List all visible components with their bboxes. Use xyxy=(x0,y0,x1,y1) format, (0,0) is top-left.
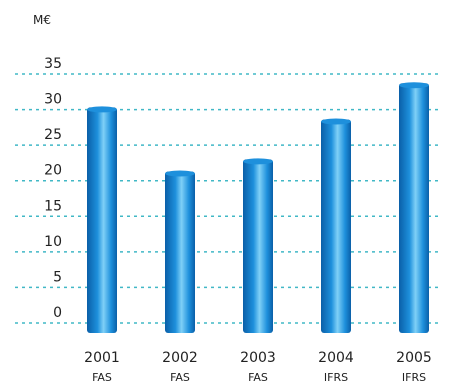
y-tick-label: 15 xyxy=(44,198,62,214)
x-category-label: 2005 xyxy=(396,350,432,366)
bar-2004 xyxy=(321,119,351,333)
x-category-sublabel: IFRS xyxy=(324,371,348,384)
y-tick-label: 25 xyxy=(44,127,62,143)
bar-cap xyxy=(87,106,117,113)
y-tick-label: 30 xyxy=(44,92,62,108)
x-category-sublabel: IFRS xyxy=(402,371,426,384)
y-tick-label: 10 xyxy=(44,234,62,250)
bars xyxy=(87,82,429,334)
y-tick-label: 20 xyxy=(44,163,62,179)
bar-2001 xyxy=(87,107,117,334)
bar-2003 xyxy=(243,159,273,333)
x-category-label: 2004 xyxy=(318,350,354,366)
gridlines xyxy=(15,73,440,324)
x-category-sublabel: FAS xyxy=(170,371,190,384)
x-category-label: 2001 xyxy=(84,350,120,366)
bar-cap xyxy=(165,170,195,177)
x-category-sublabel: FAS xyxy=(248,371,268,384)
bar-2005 xyxy=(399,83,429,334)
bar-cap xyxy=(399,82,429,89)
x-category-label: 2002 xyxy=(162,350,198,366)
y-axis-unit-label: M€ xyxy=(33,13,51,27)
x-category-label: 2003 xyxy=(240,350,276,366)
y-tick-label: 5 xyxy=(53,269,62,285)
bar-cap xyxy=(243,158,273,165)
y-axis-tick-labels: 0 5 10 15 20 25 30 35 xyxy=(44,56,62,321)
y-tick-label: 35 xyxy=(44,56,62,72)
bar-cap xyxy=(321,118,351,125)
x-axis-category-labels: 2001 FAS 2002 FAS 2003 FAS 2004 IFRS 2005 IFRS xyxy=(84,350,432,384)
bar-2002 xyxy=(165,171,195,333)
x-category-sublabel: FAS xyxy=(92,371,112,384)
y-tick-label: 0 xyxy=(53,305,62,321)
